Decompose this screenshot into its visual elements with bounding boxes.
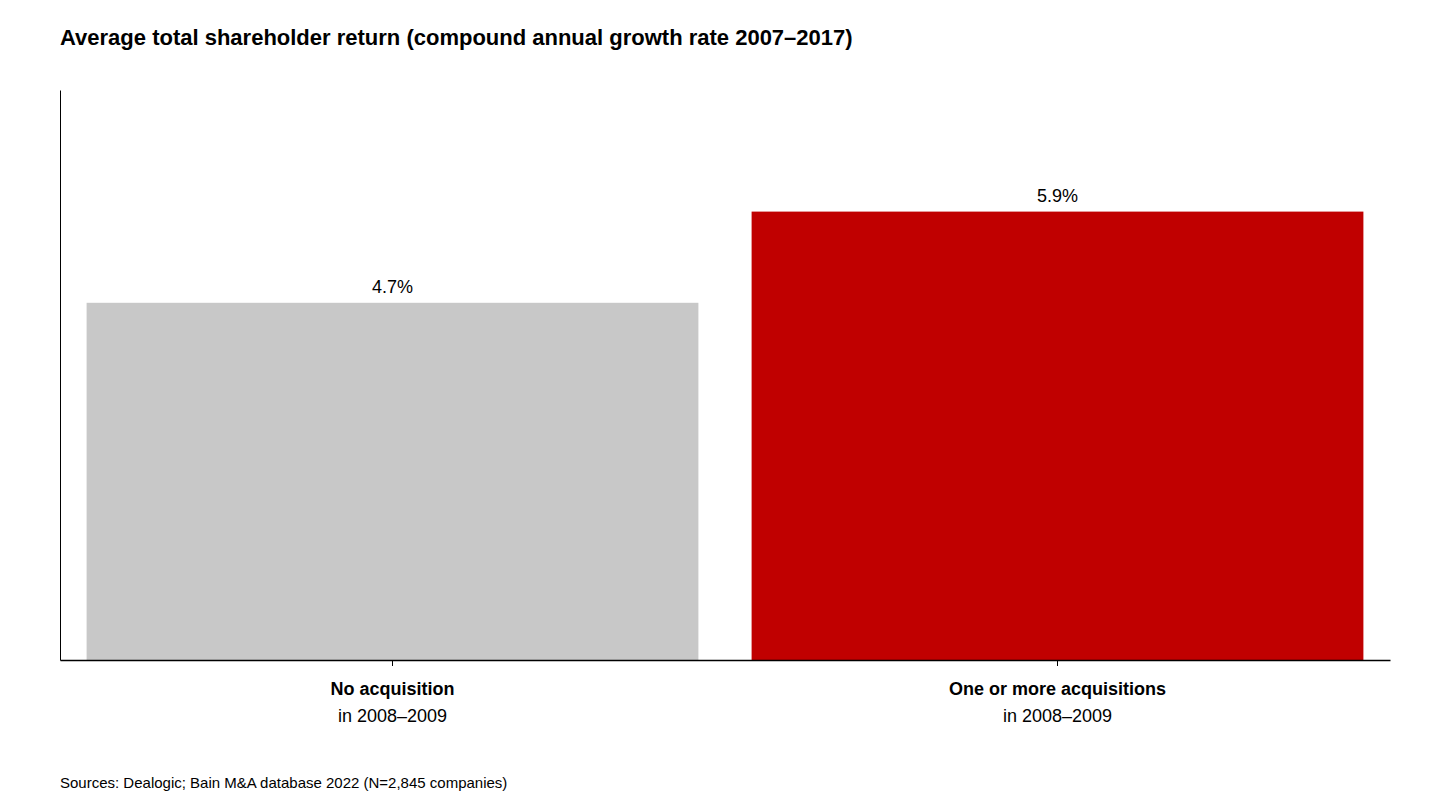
data-labels: 4.7% 5.9% bbox=[372, 186, 1078, 297]
x-tick-label-line: No acquisition bbox=[330, 679, 454, 699]
x-tick: No acquisition in 2008–2009 bbox=[330, 660, 454, 726]
bar bbox=[752, 212, 1364, 660]
x-tick-label-line: in 2008–2009 bbox=[338, 706, 447, 726]
y-axis bbox=[60, 91, 61, 661]
plot: No acquisitionin 2008–2009One or more ac… bbox=[61, 91, 1391, 726]
x-tick-mark bbox=[1057, 660, 1058, 666]
title: Average total shareholder return (compou… bbox=[60, 25, 853, 50]
x-tick-label: One or more acquisitions in 2008–2009 bbox=[949, 679, 1166, 726]
chart: Average total shareholder return (compou… bbox=[0, 0, 1440, 810]
x-tick-label-line: One or more acquisitions bbox=[949, 679, 1166, 699]
x-tick-mark bbox=[392, 660, 393, 666]
x-tick-label-line: in 2008–2009 bbox=[1003, 706, 1112, 726]
bar bbox=[87, 303, 699, 660]
x-tick: One or more acquisitions in 2008–2009 bbox=[949, 660, 1166, 726]
bars bbox=[87, 212, 1364, 660]
data-label: 4.7% bbox=[372, 277, 413, 297]
x-axis: No acquisitionin 2008–2009One or more ac… bbox=[61, 660, 1391, 726]
data-label: 5.9% bbox=[1037, 186, 1078, 206]
x-axis-line bbox=[61, 660, 1391, 662]
annotation: Sources: Dealogic; Bain M&A database 202… bbox=[60, 774, 507, 791]
x-tick-label: No acquisition in 2008–2009 bbox=[330, 679, 454, 726]
y-axis-line bbox=[60, 91, 61, 661]
